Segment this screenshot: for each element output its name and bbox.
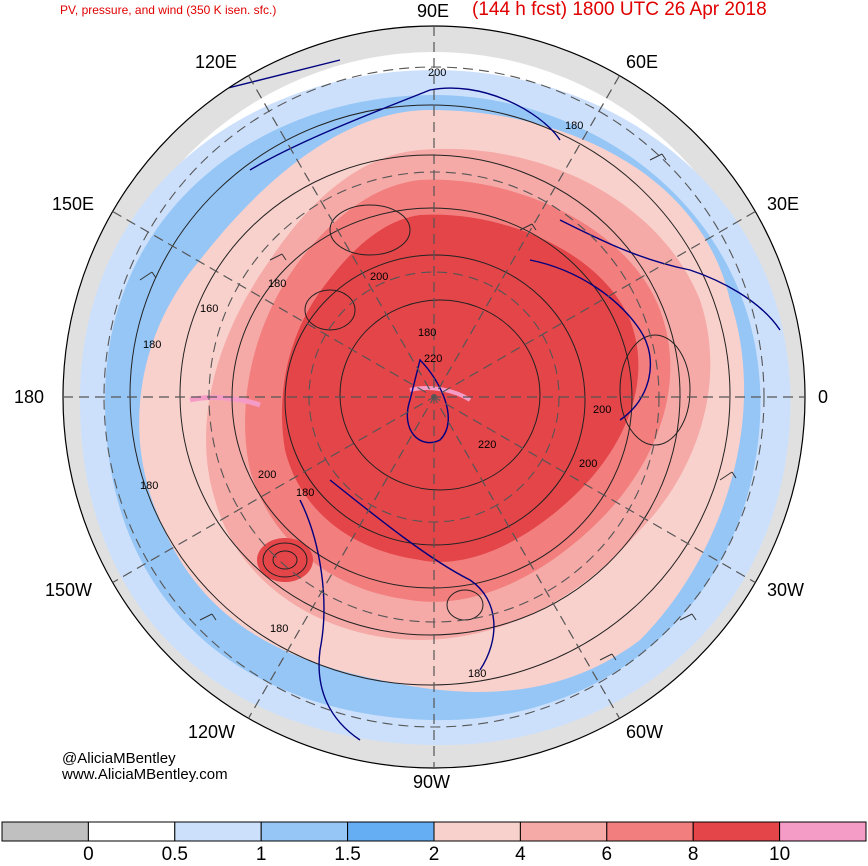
lon-label-180: 180 — [14, 387, 45, 407]
colorbar-tick-label: 6 — [601, 844, 613, 865]
contour-labels: 200 180 180 160 180 200 180 220 220 200 … — [140, 67, 611, 680]
contour-label: 180 — [468, 668, 486, 680]
contour-label: 200 — [370, 271, 388, 283]
lon-label-60e: 60E — [626, 52, 659, 72]
contour-label: 200 — [258, 469, 276, 481]
contour-label: 180 — [296, 487, 314, 499]
colorbar-swatch — [519, 821, 608, 842]
contour-label: 180 — [140, 480, 158, 492]
colorbar-swatch — [433, 821, 521, 842]
contour-label: 180 — [268, 278, 286, 290]
colorbar-tick-label: 8 — [687, 844, 699, 865]
graticule-meridians — [63, 26, 805, 768]
colorbar-tick-label: 1 — [255, 844, 267, 865]
map-subtitle: PV, pressure, and wind (350 K isen. sfc.… — [60, 3, 277, 17]
coastlines — [219, 59, 781, 741]
contour-label: 200 — [579, 458, 597, 470]
colorbar-tick-label: 4 — [515, 844, 526, 865]
lon-label-90w: 90W — [413, 772, 451, 792]
graticule-parallels — [103, 66, 765, 728]
colorbar-tick-label: 2 — [428, 844, 440, 865]
polar-stereographic-map: 200 180 180 160 180 200 180 220 220 200 … — [62, 25, 806, 769]
colorbar-swatch — [174, 821, 262, 842]
lon-label-120e: 120E — [195, 52, 238, 72]
pv-shading — [63, 26, 805, 768]
colorbar-tick-label: 1.5 — [334, 844, 361, 865]
wind-barbs — [139, 153, 737, 661]
lon-label-150e: 150E — [52, 194, 95, 214]
contour-label: 220 — [478, 439, 496, 451]
colorbar-swatch — [1, 821, 89, 842]
lon-label-120w: 120W — [188, 722, 236, 742]
lon-label-30e: 30E — [767, 194, 800, 214]
contour-label: 160 — [200, 303, 218, 315]
colorbar-swatch — [606, 821, 694, 842]
contour-label: 180 — [143, 339, 161, 351]
colorbar-tick-label: 10 — [769, 844, 791, 865]
lon-label-90e: 90E — [417, 1, 450, 21]
credit-handle: @AliciaMBentley — [62, 750, 176, 767]
contour-label: 200 — [593, 404, 611, 416]
colorbar-swatch — [260, 821, 349, 842]
credit-website: www.AliciaMBentley.com — [62, 766, 228, 783]
colorbar-swatch — [347, 821, 435, 842]
map-title: (144 h fcst) 1800 UTC 26 Apr 2018 — [472, 0, 767, 20]
contour-label: 200 — [428, 67, 446, 79]
lon-label-60w: 60W — [626, 722, 664, 742]
colorbar-tick-label: 0 — [83, 844, 94, 865]
lon-label-150w: 150W — [45, 580, 93, 600]
colorbar-swatch — [87, 821, 176, 842]
contour-label: 180 — [270, 623, 288, 635]
colorbar-swatch — [779, 821, 867, 842]
contour-label: 180 — [418, 327, 436, 339]
contour-label: 220 — [424, 353, 442, 365]
colorbar-swatches — [1, 821, 867, 842]
lon-label-30w: 30W — [767, 580, 805, 600]
colorbar — [1, 821, 867, 842]
colorbar-swatch — [692, 821, 781, 842]
contour-label: 180 — [565, 120, 583, 132]
lon-label-0: 0 — [818, 387, 829, 407]
colorbar-tick-label: 0.5 — [161, 844, 188, 865]
